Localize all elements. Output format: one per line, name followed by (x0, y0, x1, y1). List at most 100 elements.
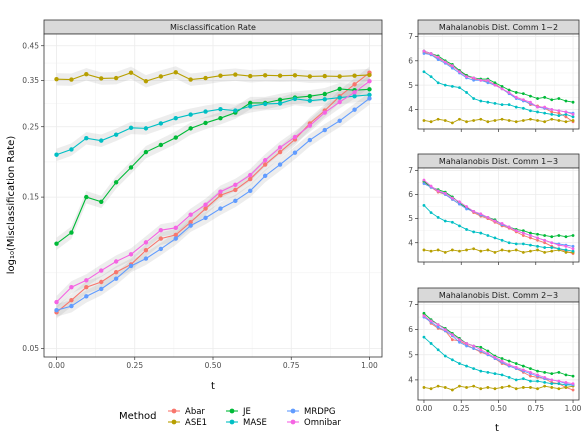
data-point (173, 232, 178, 238)
data-point (337, 74, 342, 79)
data-point (450, 66, 454, 70)
y-tick-label: 0.25 (22, 122, 39, 131)
data-point (536, 232, 539, 236)
y-tick-label: 4 (408, 238, 413, 247)
data-point (521, 106, 525, 110)
legend-label: MASE (243, 418, 267, 428)
data-point (422, 70, 426, 74)
data-point (188, 112, 193, 117)
data-point (529, 109, 532, 113)
y-tick-label: 6 (408, 56, 413, 65)
data-point (521, 364, 525, 368)
data-point (218, 206, 223, 211)
data-point (529, 374, 532, 378)
data-point (564, 120, 568, 124)
data-point (465, 364, 468, 368)
data-point (262, 162, 268, 167)
data-point (203, 75, 208, 81)
data-point (322, 97, 327, 102)
data-point (536, 379, 539, 383)
panel-title: Mahalanobis Dist. Comm 1~2 (439, 23, 558, 32)
data-point (500, 238, 504, 242)
data-point (352, 73, 357, 78)
data-point (536, 373, 539, 377)
data-point (500, 87, 504, 91)
series-line (423, 205, 574, 252)
data-point (500, 117, 504, 121)
legend-item-abar: Abar (168, 407, 205, 417)
data-point (529, 236, 532, 240)
data-point (84, 72, 89, 77)
data-point (248, 104, 253, 109)
data-point (143, 126, 149, 131)
data-point (367, 72, 372, 78)
legend-item-omnibar: Omnibar (287, 418, 341, 428)
data-point (507, 249, 511, 253)
series-line (56, 94, 370, 156)
data-point (458, 202, 461, 206)
data-point (352, 90, 357, 95)
data-point (322, 91, 327, 97)
data-point (422, 335, 426, 339)
series-line (423, 385, 574, 391)
data-point (529, 234, 532, 237)
data-point (557, 243, 561, 247)
data-point (550, 246, 554, 249)
data-point (422, 311, 426, 315)
data-point (443, 219, 447, 223)
data-point (479, 387, 483, 391)
data-point (443, 328, 447, 332)
data-point (550, 378, 554, 382)
data-point (507, 363, 511, 367)
data-point (443, 60, 447, 64)
data-point (188, 212, 193, 217)
series-line (56, 71, 370, 82)
data-point (550, 372, 554, 376)
y-tick-label: 4 (408, 105, 413, 114)
data-point (529, 367, 532, 370)
data-point (450, 388, 454, 392)
legend-item-ase1: ASE1 (168, 418, 207, 428)
data-point (422, 182, 426, 186)
data-point (557, 114, 561, 117)
data-point (507, 384, 511, 388)
data-point (113, 259, 119, 264)
data-point (218, 73, 223, 78)
data-point (69, 297, 74, 303)
data-point (429, 184, 433, 188)
data-point (84, 285, 89, 290)
data-point (307, 94, 313, 99)
data-point (436, 384, 440, 388)
data-point (69, 303, 74, 309)
series-line (423, 315, 574, 385)
panel-title: Misclassification Rate (170, 23, 256, 32)
data-point (514, 91, 518, 94)
data-point (550, 112, 554, 116)
data-point (564, 381, 568, 384)
data-point (550, 241, 554, 245)
data-point (465, 344, 468, 348)
data-point (521, 98, 525, 102)
data-point (84, 294, 89, 299)
data-point (203, 206, 208, 211)
data-point (507, 375, 511, 379)
data-point (158, 236, 164, 241)
data-point (521, 229, 525, 233)
data-point (188, 126, 193, 131)
data-point (203, 120, 208, 126)
data-point (113, 132, 119, 137)
x-tick-label: 1.00 (565, 404, 581, 413)
data-point (173, 115, 178, 121)
data-point (143, 78, 149, 84)
data-point (99, 199, 104, 204)
data-point (571, 247, 575, 251)
data-point (486, 78, 490, 82)
data-point (557, 379, 561, 383)
data-point (99, 268, 104, 273)
data-point (465, 205, 468, 208)
data-point (422, 203, 426, 207)
data-point (422, 178, 426, 182)
data-point (564, 386, 568, 389)
data-point (233, 108, 238, 113)
